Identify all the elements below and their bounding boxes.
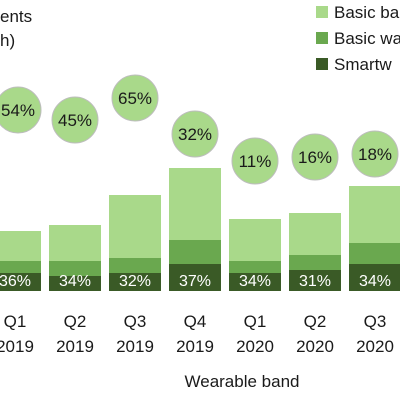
legend: Basic ba Basic wa Smartw	[316, 3, 400, 74]
x-tick-year-0: 2019	[0, 337, 34, 356]
growth-bubbles: 54% 45% 65% 32% 11% 16% 18%	[0, 74, 399, 185]
bar-segment-basic-wa-4	[229, 261, 281, 273]
bars: 36% 34% 32% 37% 34% 31% 34%	[0, 168, 400, 291]
x-tick-quarter-5: Q2	[304, 312, 327, 331]
growth-bubble-5	[291, 133, 339, 181]
growth-label-5: 16%	[298, 148, 332, 167]
bar-segment-basic-wa-6	[349, 243, 400, 264]
growth-label-6: 18%	[358, 145, 392, 164]
bar-segment-basic-ba-6	[349, 186, 400, 243]
x-tick-year-2: 2019	[116, 337, 154, 356]
bar-segment-basic-wa-1	[49, 261, 101, 276]
x-axis-title: Wearable band	[185, 372, 300, 391]
growth-label-0: 54%	[1, 101, 35, 120]
share-label-6: 34%	[359, 273, 391, 290]
legend-label-2: Smartw	[334, 55, 392, 74]
bar-segment-smartw-6	[349, 264, 400, 291]
share-label-3: 37%	[179, 273, 211, 290]
legend-label-1: Basic wa	[334, 29, 400, 48]
x-tick-year-4: 2020	[236, 337, 274, 356]
growth-label-2: 65%	[118, 89, 152, 108]
x-tick-year-5: 2020	[296, 337, 334, 356]
bar-segment-basic-wa-5	[289, 255, 341, 270]
growth-label-3: 32%	[178, 125, 212, 144]
legend-label-0: Basic ba	[334, 3, 400, 22]
bar-segment-basic-ba-0	[0, 231, 41, 261]
x-tick-quarter-2: Q3	[124, 312, 147, 331]
share-label-0: 36%	[0, 273, 31, 290]
x-tick-quarter-3: Q4	[184, 312, 207, 331]
share-label-4: 34%	[239, 273, 271, 290]
x-tick-quarter-0: Q1	[4, 312, 27, 331]
growth-bubble-2	[111, 74, 159, 122]
legend-swatch-0	[316, 6, 328, 18]
bar-segment-basic-ba-1	[49, 225, 101, 261]
bar-segment-smartw-1	[49, 276, 101, 291]
share-label-2: 32%	[119, 273, 151, 290]
x-tick-quarter-6: Q3	[364, 312, 387, 331]
growth-bubble-6	[351, 130, 399, 178]
growth-label-4: 11%	[239, 152, 272, 171]
x-tick-quarter-1: Q2	[64, 312, 87, 331]
legend-swatch-1	[316, 32, 328, 44]
growth-bubble-0	[0, 86, 42, 134]
growth-label-1: 45%	[58, 111, 92, 130]
x-axis-ticks: Q1 2019 Q2 2019 Q3 2019 Q4 2019 Q1 2020 Q2 2020 Q3 20…	[0, 312, 394, 356]
bar-segment-smartw-0	[0, 273, 41, 291]
bar-segment-basic-ba-4	[229, 219, 281, 261]
bar-segment-basic-wa-0	[0, 261, 41, 273]
bar-segment-basic-ba-3	[169, 168, 221, 240]
bar-segment-basic-wa-2	[109, 258, 161, 273]
bar-segment-basic-ba-5	[289, 213, 341, 255]
legend-swatch-2	[316, 58, 328, 70]
bar-segment-basic-ba-2	[109, 195, 161, 258]
bar-segment-basic-wa-3	[169, 240, 221, 264]
bar-segment-smartw-4	[229, 273, 281, 291]
growth-bubble-3	[171, 110, 219, 158]
share-label-5: 31%	[299, 273, 331, 290]
chart-title-fragment-2: h)	[0, 31, 15, 50]
bar-segment-smartw-3	[169, 264, 221, 291]
share-label-1: 34%	[59, 273, 91, 290]
bar-segment-smartw-2	[109, 273, 161, 291]
growth-bubble-4	[231, 137, 279, 185]
x-tick-quarter-4: Q1	[244, 312, 267, 331]
x-tick-year-3: 2019	[176, 337, 214, 356]
x-tick-year-1: 2019	[56, 337, 94, 356]
growth-bubble-1	[51, 96, 99, 144]
chart-title-fragment-1: ents	[0, 7, 32, 26]
x-tick-year-6: 2020	[356, 337, 394, 356]
bar-segment-smartw-5	[289, 270, 341, 291]
